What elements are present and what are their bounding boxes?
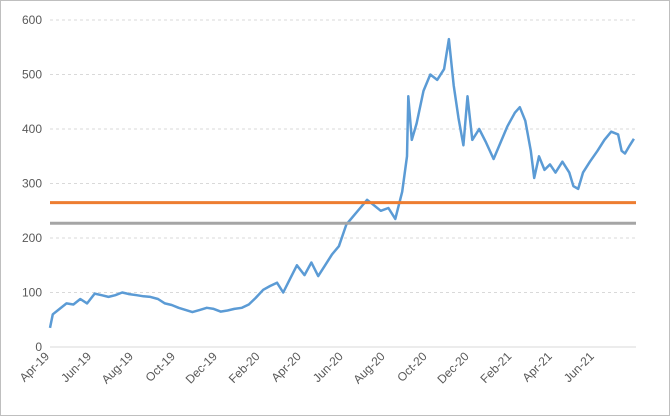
y-tick-label-0: 0	[35, 340, 42, 354]
x-tick-label-jun-20: Jun-20	[310, 349, 346, 385]
x-tick-label-aug-19: Aug-19	[99, 349, 136, 386]
y-tick-label-200: 200	[22, 231, 42, 245]
x-tick-label-oct-19: Oct-19	[143, 349, 179, 385]
x-tick-label-dec-19: Dec-19	[183, 349, 220, 386]
x-tick-label-apr-19: Apr-19	[17, 349, 53, 385]
y-tick-label-100: 100	[22, 286, 42, 300]
y-tick-label-300: 300	[22, 177, 42, 191]
y-tick-label-600: 600	[22, 13, 42, 27]
x-tick-label-feb-20: Feb-20	[226, 349, 263, 386]
x-tick-label-feb-21: Feb-21	[478, 349, 515, 386]
x-tick-label-oct-20: Oct-20	[394, 349, 430, 385]
x-tick-label-jun-19: Jun-19	[58, 349, 94, 385]
x-tick-label-jun-21: Jun-21	[561, 349, 597, 385]
y-tick-label-400: 400	[22, 122, 42, 136]
x-tick-label-dec-20: Dec-20	[434, 349, 471, 386]
y-tick-label-500: 500	[22, 68, 42, 82]
x-tick-label-aug-20: Aug-20	[350, 349, 387, 386]
x-tick-label-apr-21: Apr-21	[520, 349, 556, 385]
x-tick-label-apr-20: Apr-20	[268, 349, 304, 385]
price-series-line	[48, 37, 635, 329]
